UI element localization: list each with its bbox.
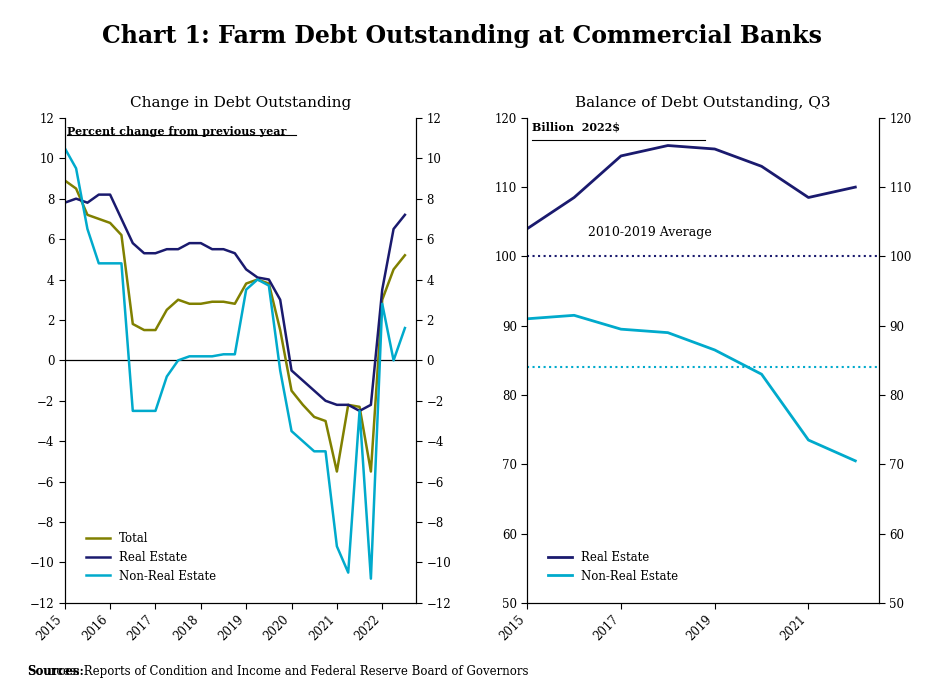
Text: 2010-2019 Average: 2010-2019 Average [588,226,712,239]
Text: Billion  2022$: Billion 2022$ [532,121,620,132]
Text: Sources: Reports of Condition and Income and Federal Reserve Board of Governors: Sources: Reports of Condition and Income… [28,665,528,678]
Title: Balance of Debt Outstanding, Q3: Balance of Debt Outstanding, Q3 [575,96,831,109]
Text: Sources:: Sources: [28,665,84,678]
Legend: Total, Real Estate, Non-Real Estate: Total, Real Estate, Non-Real Estate [81,527,221,587]
Text: Chart 1: Farm Debt Outstanding at Commercial Banks: Chart 1: Farm Debt Outstanding at Commer… [103,24,822,49]
Legend: Real Estate, Non-Real Estate: Real Estate, Non-Real Estate [544,546,684,587]
Text: Percent change from previous year: Percent change from previous year [67,126,287,137]
Title: Change in Debt Outstanding: Change in Debt Outstanding [130,96,352,109]
